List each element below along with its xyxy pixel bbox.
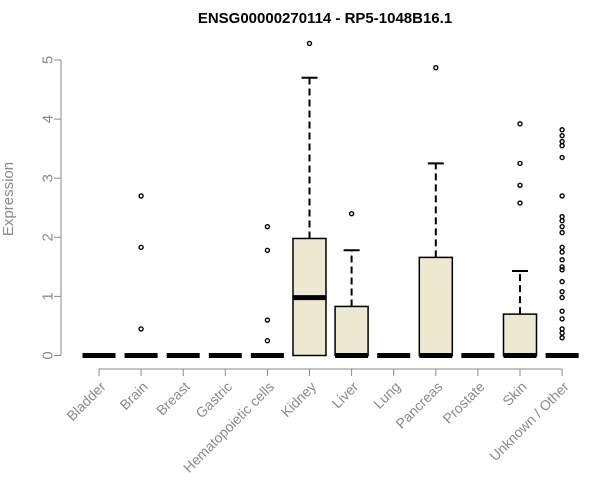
outlier-point xyxy=(264,317,271,323)
outlier-point xyxy=(559,249,565,255)
x-tick-label: Kidney xyxy=(278,378,320,420)
box-group xyxy=(124,193,158,358)
y-tick-label: 0 xyxy=(40,351,57,359)
x-tick-label: Pancreas xyxy=(392,378,445,431)
outlier-point xyxy=(264,247,271,254)
outlier-point xyxy=(559,218,565,224)
outlier-point xyxy=(138,244,144,251)
boxes-layer xyxy=(82,40,579,358)
x-tick-label: Unknown / Other xyxy=(486,378,572,464)
x-tick-label: Lung xyxy=(370,378,403,411)
y-tick-label: 4 xyxy=(40,115,57,123)
outlier-point xyxy=(559,127,565,133)
outlier-point xyxy=(348,210,355,217)
chart-title: ENSG00000270114 - RP5-1048B16.1 xyxy=(198,10,452,27)
x-tick-label: Skin xyxy=(499,378,530,409)
outlier-point xyxy=(559,213,565,220)
outlier-point xyxy=(138,326,144,332)
box-iqr xyxy=(334,305,369,357)
outlier-point xyxy=(559,244,565,251)
outlier-point xyxy=(264,338,271,344)
outlier-point xyxy=(559,229,565,236)
outlier-point xyxy=(559,278,565,285)
box-iqr xyxy=(418,256,454,357)
box-group xyxy=(292,40,327,357)
outlier-point xyxy=(517,200,523,206)
outlier-point xyxy=(517,182,523,188)
x-tick-label: Breast xyxy=(153,378,193,418)
x-tick-label: Liver xyxy=(329,378,362,411)
outlier-point xyxy=(559,288,565,295)
y-tick-label: 5 xyxy=(40,56,57,64)
outlier-point xyxy=(559,264,565,270)
outlier-point xyxy=(559,257,565,263)
outlier-point xyxy=(433,64,439,71)
box-group xyxy=(334,210,369,358)
box-group xyxy=(250,223,284,358)
outlier-point xyxy=(559,142,565,149)
outlier-point xyxy=(559,267,565,273)
y-tick-label: 1 xyxy=(40,292,57,300)
outlier-point xyxy=(559,308,565,314)
outlier-point xyxy=(306,40,313,47)
outlier-point xyxy=(517,121,523,127)
outlier-point xyxy=(517,160,523,167)
box-group xyxy=(418,64,454,358)
outlier-point xyxy=(559,193,565,199)
outlier-point xyxy=(559,132,565,139)
x-tick-label: Bladder xyxy=(63,378,109,424)
y-tick-label: 3 xyxy=(40,174,57,182)
box-group xyxy=(545,127,579,358)
box-group xyxy=(502,121,538,358)
outlier-point xyxy=(559,138,565,145)
outlier-point xyxy=(559,316,565,322)
outlier-point xyxy=(559,335,565,341)
outlier-point xyxy=(559,154,565,161)
box-iqr xyxy=(502,313,538,357)
outlier-point xyxy=(138,193,144,199)
y-axis-label: Expression xyxy=(0,162,17,236)
outlier-point xyxy=(559,294,565,301)
y-axis: 0 1 2 3 4 5 xyxy=(40,56,62,360)
outlier-point xyxy=(559,223,565,230)
outlier-point xyxy=(264,223,271,230)
x-tick-label: Brain xyxy=(116,378,150,412)
y-tick-label: 2 xyxy=(40,233,57,241)
x-tick-label: Prostate xyxy=(439,378,487,426)
outlier-point xyxy=(559,330,565,336)
outlier-point xyxy=(559,326,565,332)
